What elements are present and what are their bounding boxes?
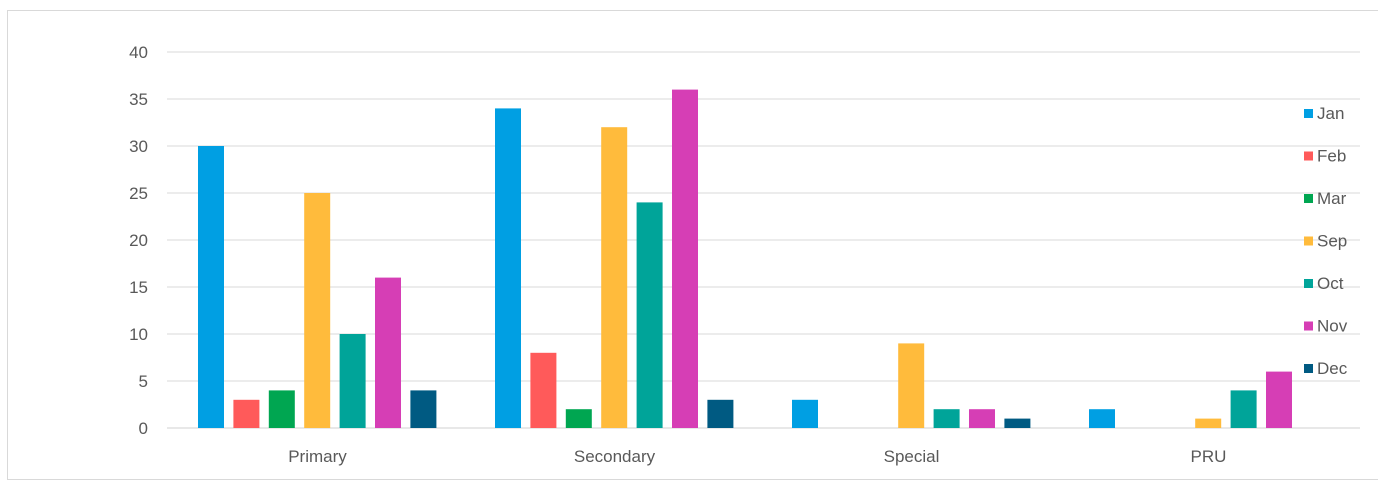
legend-swatch: [1304, 364, 1313, 373]
y-axis-tick-labels: 0 5 10 15 20 25 30 35 40: [129, 43, 148, 438]
bar-primary-dec: [410, 390, 437, 428]
legend-swatch: [1304, 109, 1313, 118]
legend: Jan Feb Mar Sep Oct Nov Dec: [1304, 104, 1348, 378]
bar-special-oct: [933, 409, 960, 428]
bar-special-jan: [792, 399, 818, 428]
legend-label: Jan: [1317, 104, 1344, 123]
bar-pru-oct: [1230, 390, 1257, 428]
legend-swatch: [1304, 194, 1313, 203]
bar-special-sep: [898, 343, 925, 428]
y-tick-label: 10: [129, 325, 148, 344]
bar-secondary-jan: [495, 108, 521, 429]
legend-label: Feb: [1317, 147, 1346, 166]
bar-primary-oct: [339, 334, 366, 428]
gridlines: [167, 51, 1360, 429]
y-tick-label: 35: [129, 90, 148, 109]
legend-label: Oct: [1317, 274, 1344, 293]
bar-secondary-sep: [601, 127, 628, 428]
bar-secondary-feb: [530, 352, 557, 428]
legend-swatch: [1304, 279, 1313, 288]
y-tick-label: 15: [129, 278, 148, 297]
bar-pru-jan: [1089, 409, 1115, 428]
y-tick-label: 30: [129, 137, 148, 156]
x-axis-tick-labels: Primary Secondary Special PRU: [288, 447, 1226, 466]
bar-secondary-mar: [565, 409, 592, 428]
y-tick-label: 20: [129, 231, 148, 250]
bar-primary-nov: [375, 277, 401, 428]
bar-primary-sep: [304, 193, 331, 428]
bar-primary-jan: [198, 146, 224, 428]
bar-pru-nov: [1266, 371, 1292, 428]
y-tick-label: 25: [129, 184, 148, 203]
y-tick-label: 0: [139, 419, 148, 438]
bar-primary-feb: [233, 399, 260, 428]
legend-label: Sep: [1317, 232, 1347, 251]
bar-secondary-oct: [636, 202, 663, 428]
x-tick-label: Primary: [288, 447, 347, 466]
x-tick-label: Special: [884, 447, 940, 466]
y-tick-label: 40: [129, 43, 148, 62]
legend-swatch: [1304, 151, 1313, 161]
bar-special-dec: [1004, 418, 1031, 428]
legend-label: Mar: [1317, 189, 1347, 208]
legend-label: Nov: [1317, 317, 1348, 336]
x-tick-label: Secondary: [574, 447, 656, 466]
bars: [198, 89, 1292, 429]
legend-swatch: [1304, 321, 1313, 331]
legend-label: Dec: [1317, 359, 1348, 378]
bar-chart: 0 5 10 15 20 25 30 35 40 Primary Secondary Special…: [129, 43, 1360, 466]
legend-swatch: [1304, 236, 1313, 246]
bar-special-nov: [969, 409, 995, 428]
bar-secondary-nov: [672, 89, 698, 428]
bar-pru-sep: [1195, 418, 1222, 428]
x-tick-label: PRU: [1191, 447, 1227, 466]
bar-primary-mar: [268, 390, 295, 428]
y-tick-label: 5: [139, 372, 148, 391]
bar-secondary-dec: [707, 399, 734, 428]
